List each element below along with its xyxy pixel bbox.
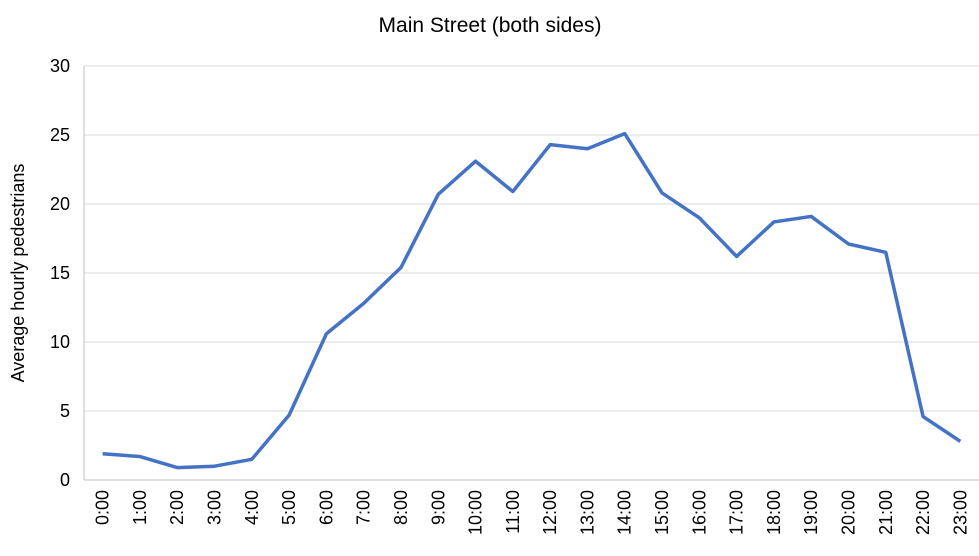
y-tick-label: 10 (50, 332, 70, 352)
chart-title: Main Street (both sides) (379, 14, 602, 37)
x-tick-label: 20:00 (838, 490, 858, 535)
x-tick-label: 11:00 (503, 490, 523, 534)
x-tick-label: 15:00 (652, 490, 672, 535)
x-tick-label: 22:00 (913, 490, 933, 535)
x-tick-label: 5:00 (279, 490, 299, 525)
y-axis-label: Average hourly pedestrians (8, 164, 28, 383)
x-tick-label: 23:00 (950, 490, 970, 535)
x-tick-label: 17:00 (727, 490, 747, 535)
x-tick-label: 3:00 (205, 490, 225, 525)
x-tick-label: 6:00 (316, 490, 336, 525)
x-tick-label: 10:00 (466, 490, 486, 535)
x-tick-label: 12:00 (540, 490, 560, 535)
x-tick-label: 18:00 (764, 490, 784, 535)
y-tick-label: 15 (50, 263, 70, 283)
x-tick-label: 8:00 (391, 490, 411, 525)
y-tick-label: 30 (50, 56, 70, 76)
x-tick-label: 9:00 (428, 490, 448, 525)
x-tick-label: 21:00 (876, 490, 896, 535)
x-tick-label: 2:00 (167, 490, 187, 525)
x-tick-label: 14:00 (615, 490, 635, 535)
x-tick-label: 19:00 (801, 490, 821, 535)
y-tick-label: 5 (60, 401, 70, 421)
y-tick-label: 20 (50, 194, 70, 214)
series-line (102, 131, 962, 470)
x-tick-label: 4:00 (242, 490, 262, 525)
x-tick-label: 13:00 (577, 490, 597, 535)
x-tick-label: 16:00 (689, 490, 709, 535)
y-tick-label: 0 (60, 470, 70, 490)
x-tick-label: 1:00 (130, 490, 150, 525)
y-tick-label: 25 (50, 125, 70, 145)
x-tick-label: 0:00 (93, 490, 113, 525)
x-tick-label: 7:00 (354, 490, 374, 525)
